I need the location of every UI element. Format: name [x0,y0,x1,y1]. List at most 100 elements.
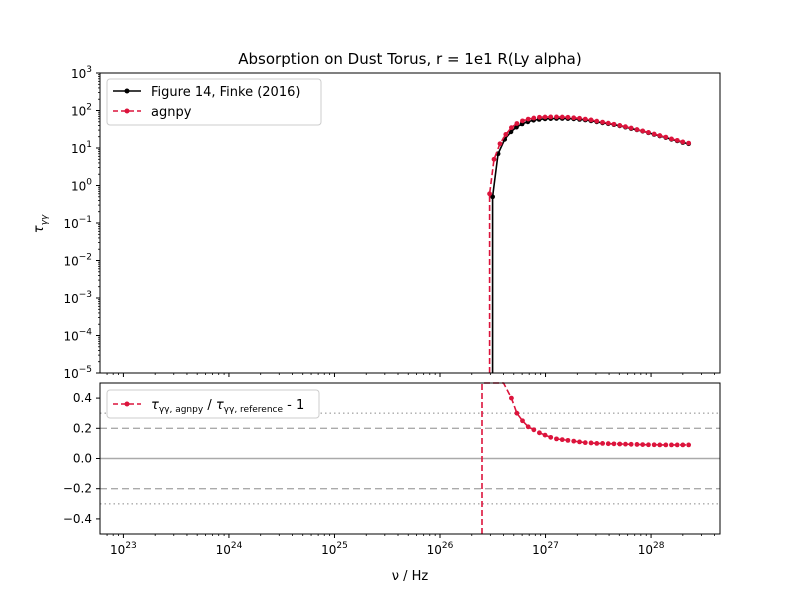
bottom-series-point-0 [565,437,571,443]
top-series-point-1 [497,141,503,147]
top-y-tick-label: 10−4 [63,328,92,344]
top-series-point-1 [487,191,492,197]
top-y-axis-label: τγγ [32,214,50,233]
top-y-tick-label: 10−2 [63,253,92,269]
bottom-series-point-0 [531,427,537,433]
bottom-series-point-0 [588,440,594,446]
legend-marker-finke [124,88,130,94]
bottom-series-point-0 [582,440,588,446]
bottom-series-point-0 [634,442,640,447]
top-series-point-1 [514,121,520,126]
bottom-series-point-0 [525,424,531,430]
top-series-point-1 [686,140,692,146]
top-series-point-1 [577,115,582,121]
top-series-point-1 [623,124,628,130]
top-series-point-1 [537,114,542,120]
bottom-series-point-0 [686,442,692,448]
top-y-tick-label: 100 [71,178,92,194]
top-series-point-1 [531,115,537,121]
top-series-point-0 [490,194,495,200]
top-series-point-1 [503,132,509,137]
top-y-tick-label: 102 [71,103,92,119]
top-series-point-1 [600,119,605,125]
legend-marker-agnpy [124,108,130,114]
bottom-series-point-0 [605,441,611,447]
bottom-series-point-0 [514,410,520,416]
top-y-tick-label: 10−5 [63,365,92,381]
bottom-y-tick-label: 0.2 [73,421,92,435]
bottom-y-tick-label: −0.4 [63,512,92,526]
x-tick-label: 1026 [427,541,454,557]
bottom-series-point-0 [611,441,617,447]
top-series-point-1 [491,156,497,162]
x-tick-label: 1027 [532,541,559,557]
top-series-point-1 [628,125,634,131]
top-series-point-1 [657,133,663,138]
bottom-series-point-0 [548,434,554,440]
bottom-series-point-0 [520,418,525,424]
bottom-series-point-0 [617,441,623,447]
top-series-point-1 [680,139,686,145]
legend-label-finke: Figure 14, Finke (2016) [151,85,300,100]
top-series-point-1 [663,134,669,140]
chart-title: Absorption on Dust Torus, r = 1e1 R(Ly a… [238,50,581,68]
top-series-point-1 [548,114,554,120]
bottom-series-point-0 [559,437,565,443]
bottom-series-point-0 [640,442,646,448]
bottom-y-tick-label: −0.2 [63,482,92,496]
top-series-point-1 [651,131,657,137]
bottom-series-point-0 [680,442,686,448]
bottom-series-point-0 [537,430,542,436]
top-legend: Figure 14, Finke (2016) agnpy [106,78,322,126]
top-series-point-1 [617,123,623,128]
top-series-point-1 [640,128,646,134]
bottom-series-point-0 [674,442,680,448]
top-series-point-1 [571,115,577,121]
top-series-point-0 [514,124,519,130]
x-tick-label: 1028 [638,541,665,557]
bottom-y-tick-label: 0.4 [73,391,92,405]
top-series-point-1 [611,121,617,127]
top-series-point-1 [509,125,514,130]
top-series-point-1 [669,136,674,142]
bottom-legend: τγγ, agnpy / τγγ, reference - 1 [106,389,320,419]
top-series-point-1 [605,120,611,126]
top-series-line-0 [491,117,689,373]
legend-marker-ratio [124,401,130,407]
legend-label-ratio: τγγ, agnpy / τγγ, reference - 1 [151,398,304,415]
top-series-point-1 [594,118,600,124]
bottom-series-point-0 [594,441,600,446]
bottom-series-point-0 [646,442,651,448]
top-series-point-1 [525,116,531,122]
top-series-point-1 [520,118,525,124]
top-series-point-1 [554,114,559,120]
top-y-tick-label: 10−3 [63,290,92,306]
x-tick-label: 1023 [110,541,137,557]
bottom-series-point-0 [509,395,514,401]
x-axis-label: ν / Hz [392,569,429,584]
top-y-tick-label: 10−1 [63,215,92,231]
top-y-tick-label: 103 [71,65,92,81]
bottom-series-point-0 [542,432,548,438]
bottom-y-tick-label: 0.0 [73,452,92,466]
bottom-series-point-0 [600,441,605,446]
top-y-tick-label: 101 [71,140,92,156]
bottom-series-point-0 [669,442,674,448]
top-series-point-1 [588,117,594,123]
bottom-series-point-0 [657,442,663,448]
x-tick-label: 1024 [216,541,243,557]
bottom-series-point-0 [577,439,582,445]
bottom-series-point-0 [651,442,657,448]
bottom-series-point-0 [628,441,634,447]
top-series-point-1 [634,127,640,132]
bottom-series-point-0 [623,441,628,447]
bottom-series-point-0 [554,436,559,442]
x-tick-label: 1025 [321,541,348,557]
top-series-point-1 [559,114,565,120]
bottom-series-point-0 [663,442,669,448]
top-series-point-1 [565,114,571,120]
top-series-point-1 [582,116,588,122]
top-series-point-1 [646,130,651,135]
top-series-line-1 [488,116,689,373]
